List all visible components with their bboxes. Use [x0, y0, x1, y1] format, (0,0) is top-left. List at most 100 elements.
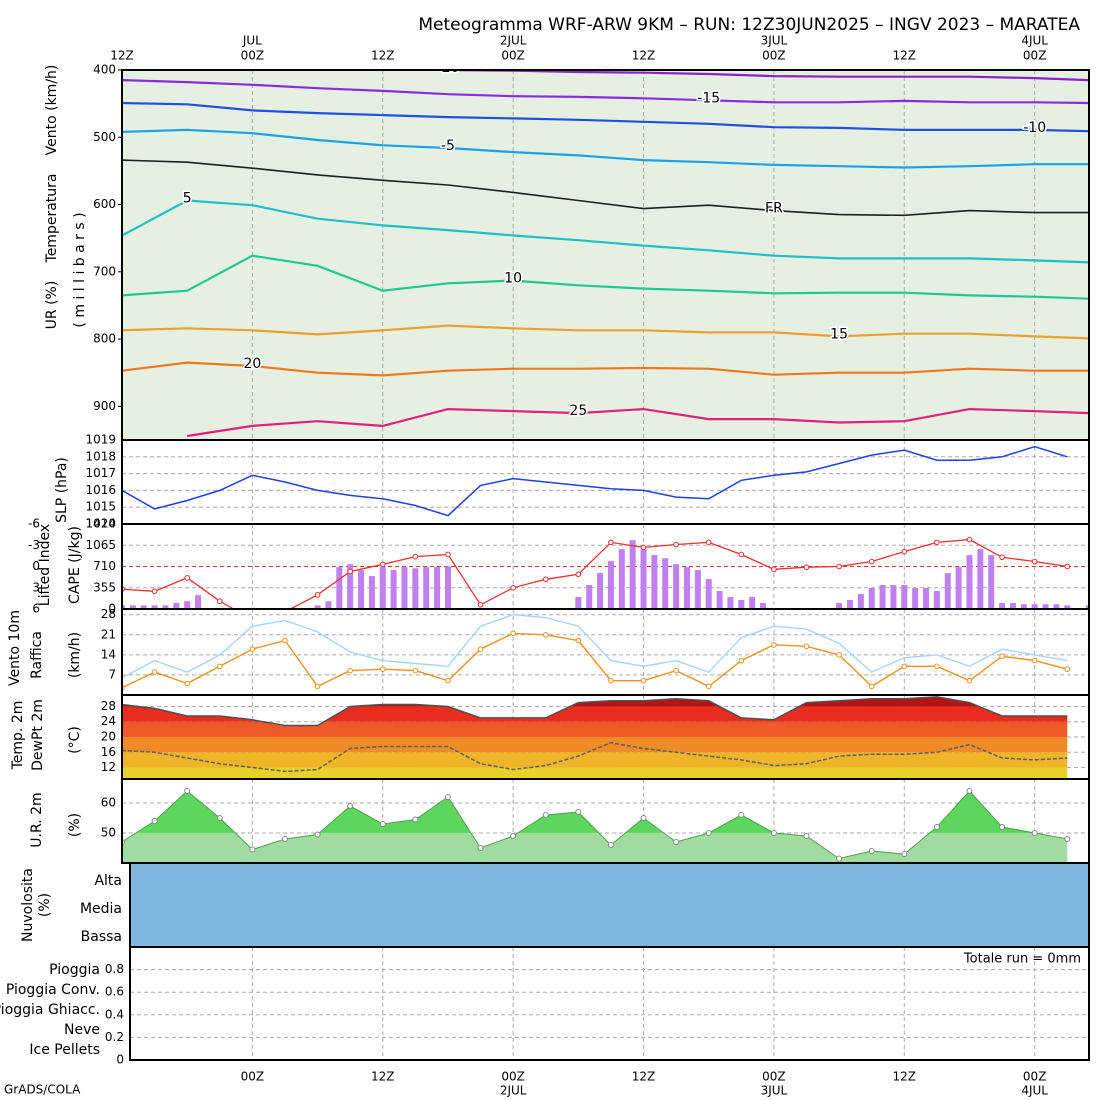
y-axis-label: U.R. 2m — [29, 792, 45, 847]
rh-point — [1064, 836, 1071, 842]
slp-line — [122, 445, 1068, 517]
x-tick-label: 12Z — [371, 1070, 395, 1084]
cape-bar — [434, 567, 441, 609]
panel — [122, 609, 1089, 695]
li-point — [347, 568, 353, 575]
panel — [122, 695, 1089, 779]
wind-point — [575, 637, 582, 644]
x-date-label: 4JUL — [1021, 34, 1048, 48]
rh-point — [510, 833, 517, 839]
rh-point — [249, 846, 256, 853]
cape-bar — [944, 573, 951, 609]
isotherm-label: 10 — [504, 271, 522, 287]
rh-point — [477, 845, 484, 851]
isotherm-label: -20 — [437, 60, 460, 76]
wind-point — [1031, 657, 1038, 664]
y-tick-label: 0 — [116, 1053, 124, 1067]
cape-bar — [401, 567, 408, 609]
cape-bar — [933, 591, 940, 609]
wind-point — [347, 667, 353, 674]
cape-bar — [347, 564, 354, 609]
li-point — [738, 551, 745, 558]
x-tick-label: 00Z — [762, 49, 786, 63]
legend-entry: Pioggia Ghiacc. — [0, 1002, 100, 1018]
cape-bar — [1009, 603, 1016, 609]
x-tick-label: 12Z — [632, 49, 656, 63]
rh-area — [122, 791, 1068, 863]
y-tick-label: 800 — [93, 332, 116, 346]
rh-point — [836, 855, 843, 862]
x-date-label: 3JUL — [761, 34, 788, 48]
cape-bar — [912, 588, 919, 609]
panel: -20 -15 -10 -5 FR 5 10 15 20 25 — [122, 60, 1089, 440]
cape-bar — [857, 594, 864, 609]
y-tick-label: 12 — [101, 760, 116, 774]
x-tick-label: 12Z — [371, 49, 395, 63]
rh-point — [640, 815, 647, 821]
isotherm-label: 15 — [830, 326, 848, 342]
panel-background — [130, 863, 1089, 947]
isotherm — [122, 199, 1089, 264]
wind-point — [705, 683, 712, 690]
cape-bar — [1020, 604, 1027, 609]
rh-point — [705, 830, 712, 836]
cape-bar — [760, 603, 767, 609]
isotherm-label: FR — [765, 201, 783, 217]
wind-point — [771, 642, 777, 648]
y-tick-label: 600 — [93, 197, 116, 211]
isotherm-label: -5 — [441, 138, 455, 154]
cape-bar — [412, 568, 419, 609]
cape-bar — [868, 588, 875, 609]
cape-bar — [640, 549, 647, 609]
dewpoint-line — [122, 741, 1068, 773]
cape-bar — [575, 597, 582, 609]
li-point — [216, 598, 223, 605]
y2-tick-label: 0 — [32, 559, 40, 573]
y-axis-label: CAPE (J/kg) — [67, 526, 83, 604]
y-tick-label: 355 — [93, 580, 116, 594]
li-point — [510, 584, 516, 591]
li-point — [542, 576, 549, 583]
wind-point — [282, 637, 288, 644]
rh-point — [933, 824, 940, 830]
y-axis-label: ( m i l l i b a r s ) — [72, 212, 88, 327]
cape-bar — [314, 605, 321, 609]
cape-bar — [423, 567, 430, 609]
temp-line — [122, 696, 1068, 727]
y-tick-label: 7 — [108, 667, 116, 681]
rh-line — [122, 790, 1068, 860]
cape-bar — [673, 564, 680, 609]
li-point — [379, 561, 386, 568]
x-date-label: 4JUL — [1021, 1084, 1048, 1098]
y-axis-label: SLP (hPa) — [54, 457, 70, 523]
rh-point — [1031, 830, 1038, 836]
wind-point — [999, 653, 1005, 660]
temp-band — [122, 737, 1068, 753]
cape-bar — [586, 585, 593, 609]
cape-bar — [122, 605, 125, 609]
cape-bar — [390, 570, 397, 609]
x-tick-label: 12Z — [632, 1070, 656, 1084]
panel-background — [122, 609, 1089, 695]
x-tick-label: 12Z — [893, 49, 917, 63]
y2-tick-label: -3 — [28, 538, 40, 552]
y-tick-label: 400 — [93, 63, 116, 77]
y-axis-label: UR (%) — [44, 281, 60, 330]
panel — [130, 947, 1089, 1060]
cape-bar — [173, 603, 180, 609]
cape-bar — [749, 597, 756, 609]
cape-bar — [368, 576, 375, 609]
x-tick-label: 00Z — [1023, 49, 1047, 63]
cape-bar — [727, 597, 734, 609]
annotation: Totale run = 0mm — [963, 952, 1081, 967]
wind-point — [640, 677, 647, 684]
panel-background — [122, 70, 1089, 440]
cape-bar — [651, 555, 658, 609]
panel — [122, 440, 1089, 524]
x-date-label: 3JUL — [761, 1084, 788, 1098]
rh-point — [999, 824, 1006, 830]
cape-bar — [977, 549, 984, 609]
wind-point — [966, 677, 973, 684]
legend-entry: Neve — [64, 1022, 100, 1038]
